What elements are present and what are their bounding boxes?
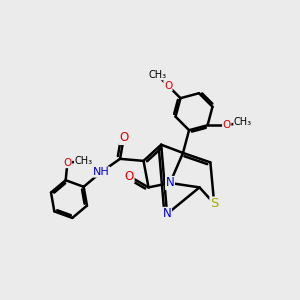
Text: CH₃: CH₃ (234, 117, 252, 127)
Text: CH₃: CH₃ (75, 156, 93, 166)
Text: N: N (163, 207, 172, 220)
Text: O: O (223, 120, 231, 130)
Text: S: S (210, 197, 218, 210)
Text: O: O (164, 81, 172, 91)
Text: CH₃: CH₃ (148, 70, 166, 80)
Text: N: N (166, 176, 174, 190)
Text: O: O (125, 170, 134, 183)
Text: O: O (119, 131, 128, 145)
Text: O: O (63, 158, 71, 168)
Text: NH: NH (93, 167, 110, 177)
